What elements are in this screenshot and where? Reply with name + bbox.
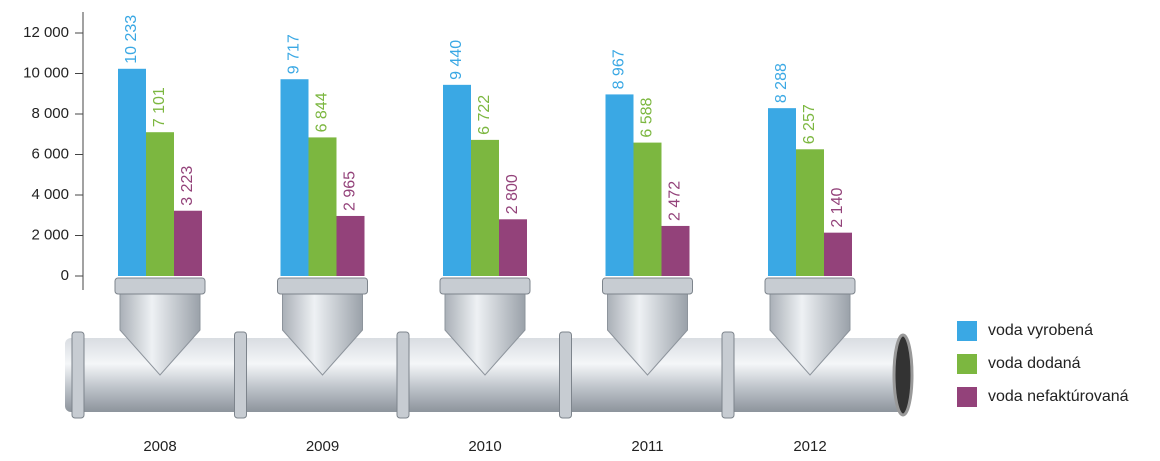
value-label: 6 257 — [801, 104, 818, 144]
bar — [336, 215, 365, 276]
pipe-collar — [396, 331, 410, 419]
bar — [499, 219, 527, 276]
value-label: 7 101 — [151, 87, 168, 127]
pipe-collar — [764, 277, 856, 295]
bar — [605, 94, 634, 277]
value-label: 9 440 — [448, 40, 465, 80]
y-tick-label: 4 000 — [31, 186, 69, 203]
x-tick-label: 2012 — [793, 438, 826, 455]
pipe-collar — [439, 277, 531, 295]
value-label: 6 722 — [476, 95, 493, 135]
bar — [661, 225, 690, 276]
value-label: 9 717 — [286, 34, 303, 74]
legend-label: voda vyrobená — [988, 322, 1093, 339]
legend-swatch — [957, 321, 977, 341]
value-label: 2 472 — [667, 181, 684, 221]
bar — [308, 137, 337, 276]
y-tick-label: 8 000 — [31, 105, 69, 122]
x-tick-label: 2011 — [631, 438, 663, 455]
value-label: 2 140 — [829, 188, 846, 228]
legend-label: voda dodaná — [988, 355, 1081, 372]
pipe-collar — [234, 331, 247, 419]
pipe-collar — [602, 277, 693, 295]
pipe-collar — [71, 331, 85, 419]
value-label: 10 233 — [123, 15, 140, 64]
pipe-collar — [277, 277, 368, 295]
x-tick-label: 2008 — [143, 438, 176, 455]
x-tick-label: 2009 — [306, 438, 339, 455]
bar — [471, 139, 499, 276]
value-label: 8 288 — [773, 63, 790, 103]
y-tick-label: 12 000 — [23, 24, 69, 41]
bar — [824, 232, 852, 276]
value-label: 6 588 — [639, 97, 656, 137]
bar — [633, 142, 662, 276]
value-label: 2 800 — [504, 174, 521, 214]
y-tick-label: 6 000 — [31, 145, 69, 162]
x-tick-label: 2010 — [468, 438, 501, 455]
pipe-collar — [559, 331, 572, 419]
value-label: 3 223 — [179, 166, 196, 206]
bar — [118, 68, 146, 276]
bar — [146, 132, 174, 276]
legend-swatch — [957, 387, 977, 407]
value-label: 6 844 — [314, 92, 331, 132]
pipe-collar — [114, 277, 206, 295]
bar — [280, 79, 309, 277]
bar — [443, 84, 471, 276]
value-label: 2 965 — [342, 171, 359, 211]
legend-swatch — [957, 354, 977, 374]
y-tick-label: 0 — [61, 267, 69, 284]
pipe-decoration — [65, 277, 914, 419]
legend-label: voda nefaktúrovaná — [988, 388, 1129, 405]
value-label: 8 967 — [611, 49, 628, 89]
bar — [768, 108, 796, 276]
y-tick-label: 2 000 — [31, 226, 69, 243]
pipe-collar — [721, 331, 735, 419]
y-tick-label: 10 000 — [23, 64, 69, 81]
bar — [796, 149, 824, 276]
bar — [174, 210, 202, 276]
